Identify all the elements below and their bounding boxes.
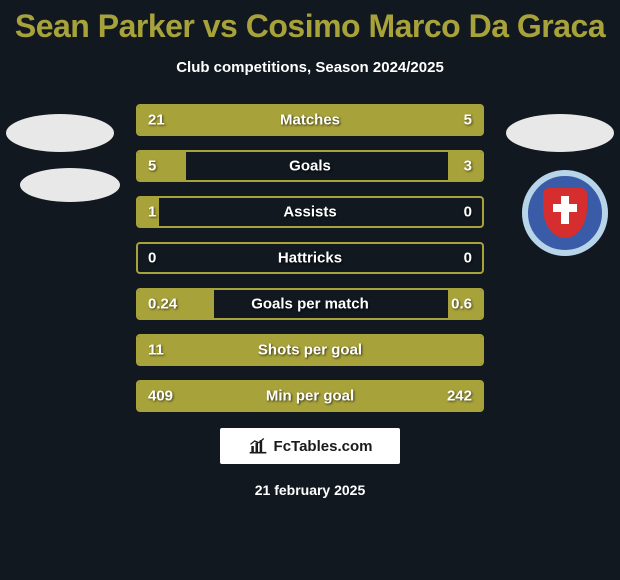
player-right-club-badge [522,170,608,256]
branding-box[interactable]: FcTables.com [220,428,400,464]
stat-row: 0.240.6Goals per match [136,288,484,320]
stat-row: 00Hattricks [136,242,484,274]
stat-label: Hattricks [138,250,482,267]
stat-label: Shots per goal [138,342,482,359]
branding-text: FcTables.com [274,438,373,455]
stat-label: Matches [138,112,482,129]
player-left-avatar [6,114,114,152]
stat-label: Min per goal [138,388,482,405]
stat-row: 409242Min per goal [136,380,484,412]
stat-row: 215Matches [136,104,484,136]
shield-cross-horizontal [553,204,577,212]
comparison-content: 215Matches 53Goals 10Assists 00Hattricks 0.2… [0,104,620,412]
stat-label: Assists [138,204,482,221]
stat-row: 53Goals [136,150,484,182]
stat-rows: 215Matches 53Goals 10Assists 00Hattricks 0.2… [136,104,484,412]
club-shield-icon [543,188,587,238]
player-right-avatar [506,114,614,152]
player-left-club-placeholder [20,168,120,202]
stat-label: Goals per match [138,296,482,313]
stat-row: 11Shots per goal [136,334,484,366]
stat-row: 10Assists [136,196,484,228]
branding-chart-icon [248,437,268,455]
comparison-date: 21 february 2025 [0,482,620,498]
comparison-subtitle: Club competitions, Season 2024/2025 [0,59,620,76]
stat-label: Goals [138,158,482,175]
comparison-title: Sean Parker vs Cosimo Marco Da Graca [0,0,620,45]
